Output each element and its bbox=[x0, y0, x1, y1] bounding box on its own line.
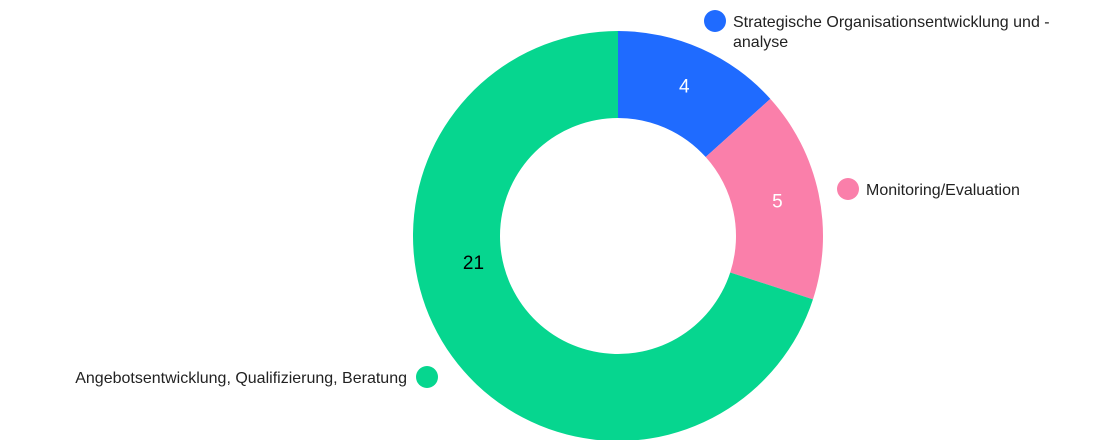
legend: Strategische Organisationsentwicklung un… bbox=[75, 10, 1050, 388]
legend-marker bbox=[416, 366, 438, 388]
donut-slice bbox=[705, 98, 824, 300]
legend-marker bbox=[837, 178, 859, 200]
slice-value-labels: 4 5 21 bbox=[463, 77, 783, 275]
donut-slice bbox=[413, 31, 813, 440]
slice-value-label: 4 bbox=[679, 77, 690, 98]
donut-slices bbox=[413, 31, 824, 440]
legend-item: Angebotsentwicklung, Qualifizierung, Ber… bbox=[75, 366, 438, 388]
legend-label: Angebotsentwicklung, Qualifizierung, Ber… bbox=[75, 370, 407, 387]
slice-value-label: 21 bbox=[463, 253, 484, 274]
legend-label: Strategische Organisationsentwicklung un… bbox=[733, 14, 1050, 31]
slice-value-label: 5 bbox=[772, 192, 783, 213]
legend-label: analyse bbox=[733, 34, 788, 51]
legend-label: Monitoring/Evaluation bbox=[866, 182, 1020, 199]
donut-slice bbox=[618, 31, 771, 158]
legend-item: Monitoring/Evaluation bbox=[837, 178, 1020, 200]
legend-item: Strategische Organisationsentwicklung un… bbox=[704, 10, 1050, 51]
legend-marker bbox=[704, 10, 726, 32]
